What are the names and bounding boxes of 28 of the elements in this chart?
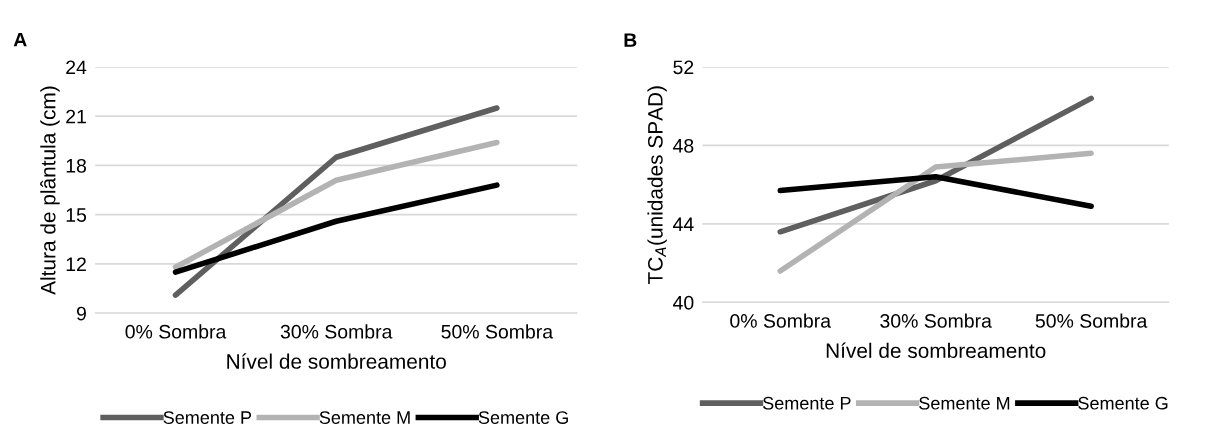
x-tick-label: 50% Sombra	[441, 324, 554, 339]
legend-label: Semente G	[478, 411, 568, 424]
x-tick-label: 30% Sombra	[880, 313, 992, 328]
x-tick-label: 0% Sombra	[125, 324, 227, 339]
y-axis-title: TC$_{A}$(unidades SPAD)	[647, 86, 667, 284]
y-tick-label: 21	[66, 109, 86, 124]
x-axis-title: Nível de sombreamento	[826, 342, 1046, 359]
x-tick-label: 50% Sombra	[1035, 313, 1148, 328]
chart-title: A	[13, 32, 27, 47]
y-tick-label: 18	[66, 158, 87, 173]
x-tick-label: 0% Sombra	[730, 313, 832, 328]
y-tick-label: 15	[66, 208, 87, 222]
legend-label: Semente P	[163, 411, 252, 424]
y-tick-label: 24	[66, 60, 87, 75]
chart-title: B	[624, 33, 637, 47]
y-tick-label: 40	[673, 295, 694, 310]
x-tick-label: 30% Sombra	[280, 324, 393, 339]
legend-label: Semente M	[319, 411, 410, 424]
legend-label: Semente M	[919, 396, 1010, 410]
legend-label: Semente P	[763, 396, 851, 410]
legend-label: Semente G	[1078, 396, 1168, 410]
y-tick-label: 44	[673, 217, 694, 231]
y-tick-label: 9	[76, 306, 86, 321]
y-tick-label: 12	[66, 257, 86, 271]
y-tick-label: 48	[673, 138, 694, 153]
y-axis-title: Altura de plântula (cm)	[40, 86, 60, 295]
x-axis-title: Nível de sombreamento	[227, 353, 446, 369]
y-tick-label: 52	[673, 60, 694, 75]
